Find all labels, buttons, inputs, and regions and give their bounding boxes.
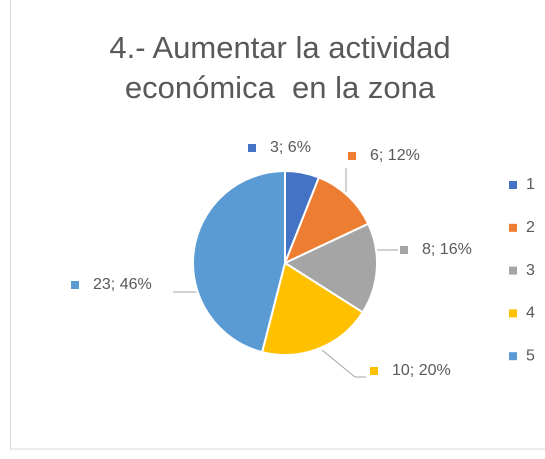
legend-label: 1 bbox=[526, 176, 535, 193]
pie-slice bbox=[282, 222, 378, 314]
legend-swatch bbox=[509, 181, 517, 189]
chart-border bbox=[10, 0, 545, 450]
label-key bbox=[370, 367, 378, 375]
legend-swatch bbox=[509, 223, 517, 232]
leader-line bbox=[321, 349, 366, 378]
chart-title: 4.- Aumentar la actividad económica en l… bbox=[109, 30, 460, 105]
pie-slice bbox=[192, 169, 286, 354]
data-label: 23; 46% bbox=[93, 276, 152, 293]
pie-slice bbox=[260, 261, 365, 356]
legend-label: 4 bbox=[526, 305, 535, 322]
leader-lines bbox=[173, 168, 398, 378]
data-label: 10; 20% bbox=[392, 362, 451, 379]
label-key bbox=[71, 281, 79, 289]
data-label: 3; 6% bbox=[270, 139, 311, 156]
legend-label: 3 bbox=[526, 262, 535, 279]
label-key bbox=[400, 246, 408, 254]
legend-swatch bbox=[509, 352, 517, 361]
legend-swatch bbox=[509, 309, 517, 318]
pie-slice bbox=[283, 176, 370, 265]
data-label: 8; 16% bbox=[422, 241, 472, 258]
data-label: 6; 12% bbox=[370, 147, 420, 164]
legend-swatch bbox=[509, 266, 517, 275]
label-key bbox=[248, 144, 256, 152]
legend-label: 5 bbox=[526, 347, 535, 364]
legend-label: 2 bbox=[526, 219, 535, 236]
label-key bbox=[348, 152, 356, 160]
